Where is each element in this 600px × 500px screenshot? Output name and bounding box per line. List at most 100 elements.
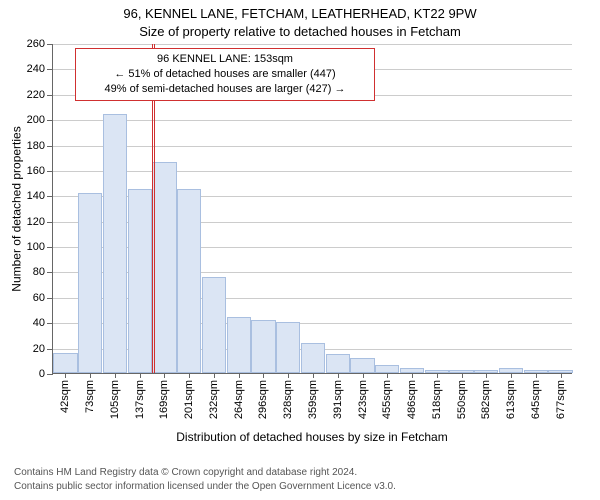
y-tick xyxy=(47,120,53,121)
x-tick xyxy=(65,373,66,378)
histogram-bar xyxy=(103,114,127,373)
x-tick-label: 264sqm xyxy=(233,380,245,419)
annotation-line: 96 KENNEL LANE: 153sqm xyxy=(82,52,368,67)
annotation-line: 49% of semi-detached houses are larger (… xyxy=(82,82,368,97)
x-tick-label: 677sqm xyxy=(555,380,567,419)
y-tick-label: 20 xyxy=(33,343,45,355)
histogram-bar xyxy=(276,322,300,373)
x-tick-label: 486sqm xyxy=(406,380,418,419)
x-tick xyxy=(412,373,413,378)
x-tick xyxy=(486,373,487,378)
x-tick xyxy=(363,373,364,378)
y-tick xyxy=(47,374,53,375)
x-tick xyxy=(387,373,388,378)
gridline xyxy=(53,44,572,45)
x-tick-label: 201sqm xyxy=(183,380,195,419)
y-tick-label: 140 xyxy=(27,190,45,202)
x-tick-label: 105sqm xyxy=(109,380,121,419)
x-tick xyxy=(462,373,463,378)
x-tick xyxy=(189,373,190,378)
x-tick-label: 42sqm xyxy=(59,380,71,413)
gridline xyxy=(53,120,572,121)
x-tick xyxy=(164,373,165,378)
x-tick-label: 455sqm xyxy=(381,380,393,419)
x-tick-label: 137sqm xyxy=(134,380,146,419)
y-tick-label: 260 xyxy=(27,38,45,50)
x-tick xyxy=(115,373,116,378)
histogram-bar xyxy=(227,317,251,373)
histogram-bar xyxy=(78,193,102,373)
y-tick xyxy=(47,272,53,273)
y-tick xyxy=(47,323,53,324)
x-tick-label: 391sqm xyxy=(332,380,344,419)
x-tick xyxy=(437,373,438,378)
y-tick xyxy=(47,95,53,96)
histogram-bar xyxy=(177,189,201,373)
x-tick-label: 73sqm xyxy=(84,380,96,413)
footer-line-1: Contains HM Land Registry data © Crown c… xyxy=(14,467,357,478)
histogram-bar xyxy=(128,189,152,373)
x-tick xyxy=(263,373,264,378)
x-tick-label: 296sqm xyxy=(257,380,269,419)
y-tick xyxy=(47,247,53,248)
histogram-bar xyxy=(53,353,77,373)
chart-container: 96, KENNEL LANE, FETCHAM, LEATHERHEAD, K… xyxy=(0,0,600,500)
y-tick-label: 240 xyxy=(27,63,45,75)
y-tick-label: 40 xyxy=(33,317,45,329)
y-tick-label: 0 xyxy=(39,368,45,380)
y-tick xyxy=(47,69,53,70)
histogram-bar xyxy=(251,320,275,373)
plot-area: 02040608010012014016018020022024026042sq… xyxy=(52,44,572,374)
gridline xyxy=(53,171,572,172)
histogram-bar xyxy=(301,343,325,373)
y-tick-label: 80 xyxy=(33,266,45,278)
histogram-bar xyxy=(375,365,399,373)
y-axis-label: Number of detached properties xyxy=(10,44,24,374)
y-tick xyxy=(47,44,53,45)
x-tick xyxy=(140,373,141,378)
annotation-box: 96 KENNEL LANE: 153sqm← 51% of detached … xyxy=(75,48,375,101)
y-tick-label: 160 xyxy=(27,165,45,177)
y-tick-label: 60 xyxy=(33,292,45,304)
x-tick xyxy=(338,373,339,378)
title-subtitle: Size of property relative to detached ho… xyxy=(0,24,600,39)
x-tick xyxy=(239,373,240,378)
histogram-bar xyxy=(326,354,350,373)
histogram-bar xyxy=(350,358,374,373)
x-tick-label: 328sqm xyxy=(282,380,294,419)
x-tick-label: 232sqm xyxy=(208,380,220,419)
x-tick-label: 169sqm xyxy=(158,380,170,419)
y-tick-label: 220 xyxy=(27,89,45,101)
x-tick xyxy=(511,373,512,378)
gridline xyxy=(53,146,572,147)
y-tick xyxy=(47,171,53,172)
y-tick xyxy=(47,146,53,147)
x-tick-label: 613sqm xyxy=(505,380,517,419)
x-tick xyxy=(536,373,537,378)
x-tick xyxy=(313,373,314,378)
x-tick-label: 518sqm xyxy=(431,380,443,419)
x-tick-label: 359sqm xyxy=(307,380,319,419)
x-tick-label: 645sqm xyxy=(530,380,542,419)
y-tick-label: 200 xyxy=(27,114,45,126)
x-tick xyxy=(561,373,562,378)
y-tick-label: 100 xyxy=(27,241,45,253)
x-axis-label: Distribution of detached houses by size … xyxy=(52,430,572,444)
x-tick-label: 423sqm xyxy=(357,380,369,419)
x-tick-label: 550sqm xyxy=(456,380,468,419)
x-tick xyxy=(288,373,289,378)
x-tick xyxy=(214,373,215,378)
title-address: 96, KENNEL LANE, FETCHAM, LEATHERHEAD, K… xyxy=(0,6,600,21)
footer-line-2: Contains public sector information licen… xyxy=(14,481,396,492)
histogram-bar xyxy=(152,162,176,373)
y-tick-label: 120 xyxy=(27,216,45,228)
histogram-bar xyxy=(202,277,226,373)
annotation-line: ← 51% of detached houses are smaller (44… xyxy=(82,67,368,82)
y-tick-label: 180 xyxy=(27,140,45,152)
y-tick xyxy=(47,349,53,350)
y-tick xyxy=(47,196,53,197)
y-tick xyxy=(47,222,53,223)
y-tick xyxy=(47,298,53,299)
x-tick xyxy=(90,373,91,378)
x-tick-label: 582sqm xyxy=(480,380,492,419)
